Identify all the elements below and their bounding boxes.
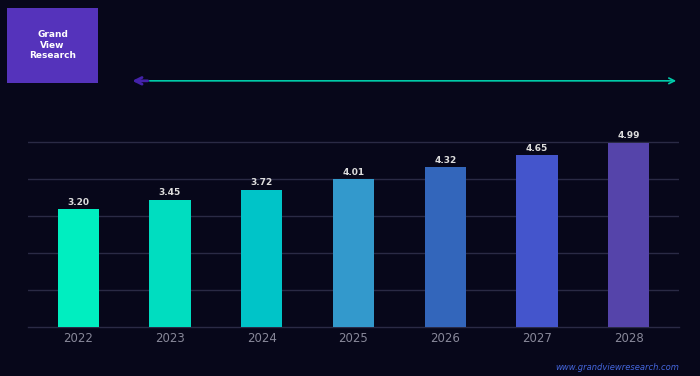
Bar (608, 143, 650, 327)
Text: 4.32: 4.32 (434, 156, 456, 165)
Bar (425, 167, 466, 327)
Text: 4.01: 4.01 (342, 168, 365, 177)
Text: 3.72: 3.72 (251, 178, 273, 187)
Text: 4.65: 4.65 (526, 144, 548, 153)
Text: 3.20: 3.20 (67, 197, 89, 206)
Text: 4.99: 4.99 (617, 131, 640, 140)
Bar (241, 190, 282, 327)
Text: www.grandviewresearch.com: www.grandviewresearch.com (555, 363, 679, 372)
Text: 3.45: 3.45 (159, 188, 181, 197)
Bar (333, 179, 374, 327)
Bar (517, 155, 558, 327)
Text: Grand
View
Research: Grand View Research (29, 30, 76, 60)
Bar (149, 200, 190, 327)
Bar (57, 209, 99, 327)
